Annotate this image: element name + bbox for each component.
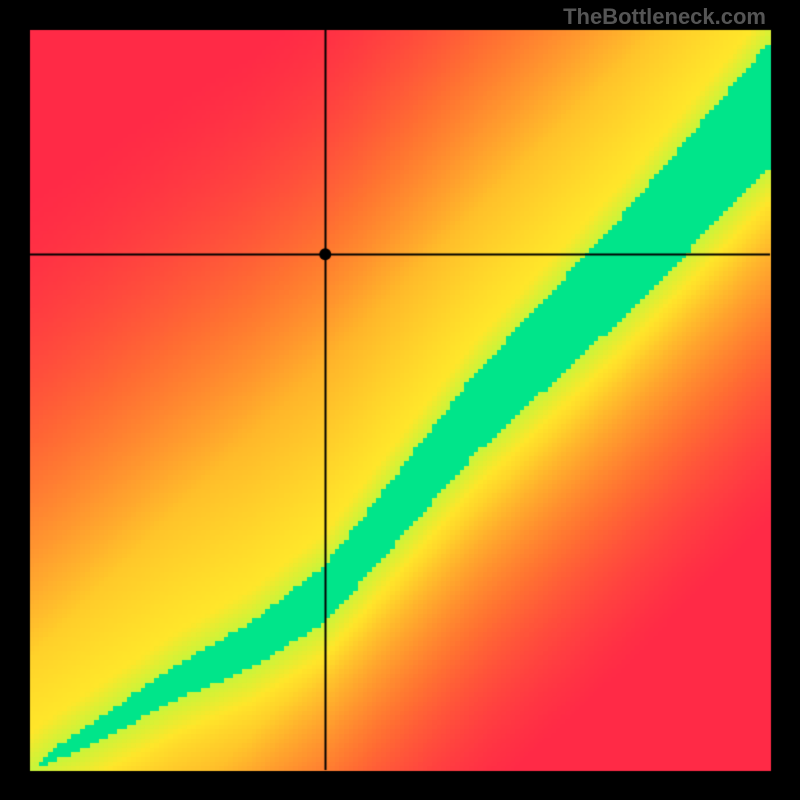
chart-container: TheBottleneck.com bbox=[0, 0, 800, 800]
heatmap-canvas bbox=[0, 0, 800, 800]
watermark-text: TheBottleneck.com bbox=[563, 4, 766, 30]
